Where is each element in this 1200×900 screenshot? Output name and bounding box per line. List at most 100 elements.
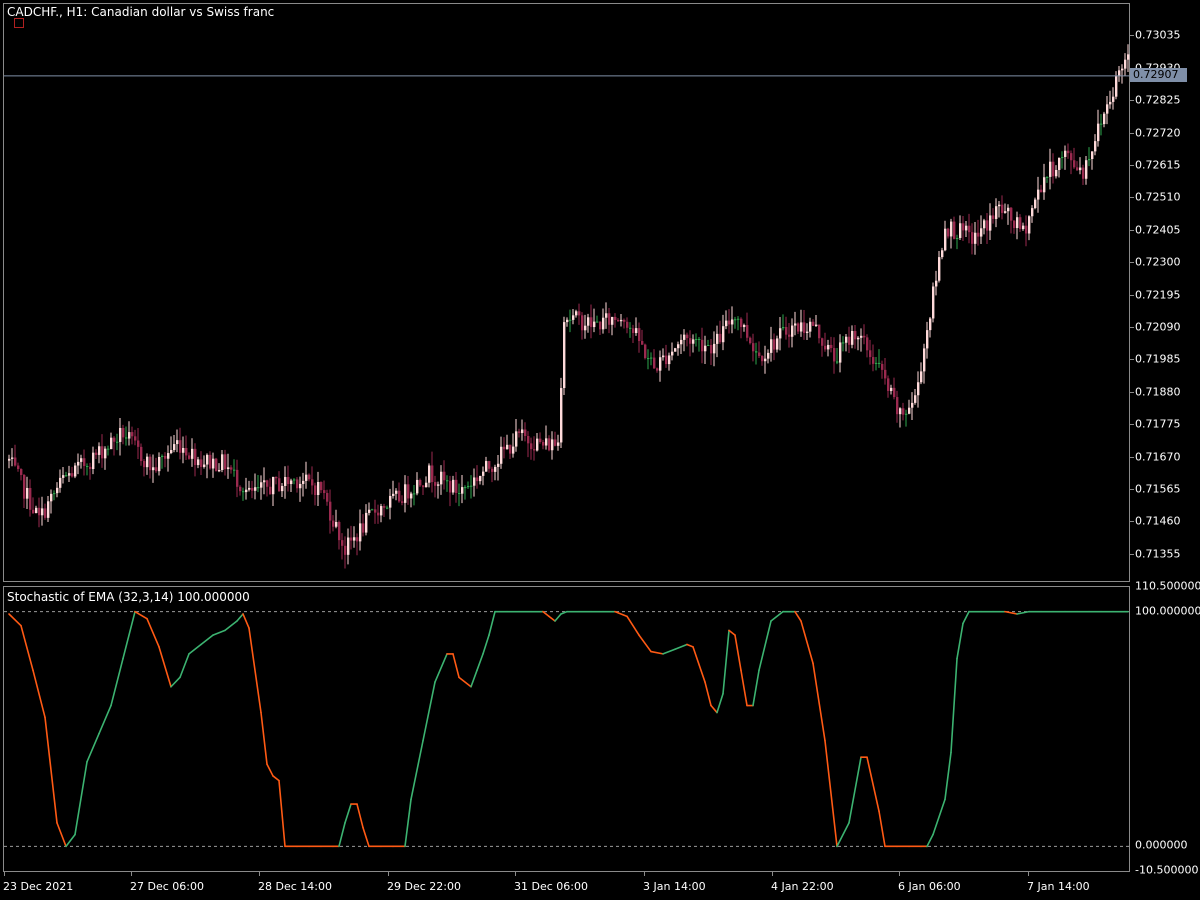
candle-body bbox=[533, 449, 536, 451]
stochastic-segment bbox=[662, 648, 676, 655]
price-tick-label: 0.71670 bbox=[1135, 450, 1181, 464]
candle-body bbox=[341, 540, 344, 546]
candle-body bbox=[335, 522, 338, 527]
indicator-header: Stochastic of EMA (32,3,14) 100.000000 bbox=[7, 590, 250, 604]
candle-body bbox=[812, 321, 815, 326]
stochastic-segment bbox=[362, 826, 370, 848]
candle-body bbox=[428, 465, 431, 483]
candle-body bbox=[1064, 150, 1067, 157]
stochastic-segment bbox=[638, 634, 652, 653]
candle-body bbox=[770, 339, 773, 353]
price-tick-label: 0.71985 bbox=[1135, 352, 1181, 366]
candle-body bbox=[1088, 159, 1091, 161]
chart-window-icon[interactable] bbox=[14, 18, 24, 28]
candle-body bbox=[884, 369, 887, 379]
candle-body bbox=[1073, 160, 1076, 168]
candle-body bbox=[725, 320, 728, 327]
stochastic-segment bbox=[110, 657, 124, 707]
candle-body bbox=[29, 487, 32, 510]
candle-body bbox=[143, 461, 146, 468]
time-tick-label: 7 Jan 14:00 bbox=[1027, 880, 1090, 893]
candle-body bbox=[701, 339, 704, 352]
candle-body bbox=[362, 523, 365, 533]
candle-body bbox=[662, 355, 665, 358]
candle-body bbox=[284, 477, 287, 486]
candle-body bbox=[611, 316, 614, 325]
price-tick-mark bbox=[1130, 35, 1134, 37]
candle-body bbox=[71, 473, 74, 477]
candle-body bbox=[866, 337, 869, 351]
candle-body bbox=[371, 509, 374, 511]
candle-body bbox=[287, 477, 290, 485]
candle-body bbox=[395, 490, 398, 494]
candle-body bbox=[608, 313, 611, 325]
candle-body bbox=[968, 225, 971, 233]
candle-body bbox=[278, 478, 281, 492]
candle-body bbox=[785, 326, 788, 335]
candle-body bbox=[458, 493, 461, 495]
candle-body bbox=[998, 204, 1001, 207]
candle-body bbox=[41, 508, 44, 516]
candle-body bbox=[290, 480, 293, 485]
candle-body bbox=[827, 344, 830, 350]
candle-body bbox=[407, 484, 410, 499]
candle-body bbox=[248, 487, 251, 490]
candle-body bbox=[878, 362, 881, 364]
candle-body bbox=[923, 348, 926, 372]
candle-body bbox=[614, 316, 617, 320]
candle-body bbox=[92, 452, 95, 469]
candle-body bbox=[536, 438, 539, 451]
candle-body bbox=[896, 397, 899, 415]
candle-body bbox=[575, 311, 578, 316]
candle-body bbox=[854, 331, 857, 340]
candle-body bbox=[596, 321, 599, 323]
candle-body bbox=[1091, 151, 1094, 160]
candle-body bbox=[218, 470, 221, 472]
price-tick-mark bbox=[1130, 326, 1134, 328]
candle-body bbox=[326, 492, 329, 502]
price-tick-label: 0.72090 bbox=[1135, 320, 1181, 334]
stochastic-segment bbox=[65, 833, 76, 848]
stochastic-segment bbox=[722, 629, 730, 695]
stochastic-segment bbox=[734, 634, 742, 672]
price-tick-label: 0.71775 bbox=[1135, 417, 1181, 431]
candle-body bbox=[8, 458, 11, 461]
candle-body bbox=[497, 463, 500, 467]
candle-body bbox=[893, 387, 896, 398]
candle-body bbox=[656, 368, 659, 371]
candle-body bbox=[755, 351, 758, 353]
candle-body bbox=[131, 432, 134, 437]
candle-body bbox=[59, 477, 62, 488]
stochastic-segment bbox=[692, 646, 706, 683]
candle-body bbox=[1118, 70, 1121, 77]
candle-body bbox=[875, 362, 878, 364]
stochastic-segment bbox=[716, 692, 724, 714]
candle-body bbox=[569, 319, 572, 321]
candle-body bbox=[950, 221, 953, 237]
stochastic-segment bbox=[242, 613, 250, 629]
stochastic-segment bbox=[278, 779, 286, 848]
candle-body bbox=[146, 456, 149, 468]
candle-body bbox=[110, 437, 113, 450]
indicator-tick-label: 100.000000 bbox=[1135, 604, 1200, 618]
stochastic-segment bbox=[86, 732, 100, 763]
candle-body bbox=[200, 459, 203, 467]
stochastic-segment bbox=[404, 798, 412, 848]
price-tick-mark bbox=[1130, 488, 1134, 490]
candle-body bbox=[398, 490, 401, 502]
candle-body bbox=[680, 339, 683, 345]
candle-body bbox=[416, 479, 419, 494]
candle-body bbox=[938, 257, 941, 281]
stochastic-segment bbox=[98, 704, 112, 735]
candle-body bbox=[134, 436, 137, 441]
candle-body bbox=[1097, 123, 1100, 142]
price-tick-mark bbox=[1130, 197, 1134, 199]
price-tick-mark bbox=[1130, 456, 1134, 458]
candle-body bbox=[182, 448, 185, 453]
candle-body bbox=[560, 388, 563, 443]
candle-body bbox=[1049, 161, 1052, 177]
candle-body bbox=[266, 480, 269, 487]
stochastic-segment bbox=[170, 676, 181, 688]
stochastic-segment bbox=[824, 739, 838, 848]
candle-body bbox=[98, 446, 101, 455]
